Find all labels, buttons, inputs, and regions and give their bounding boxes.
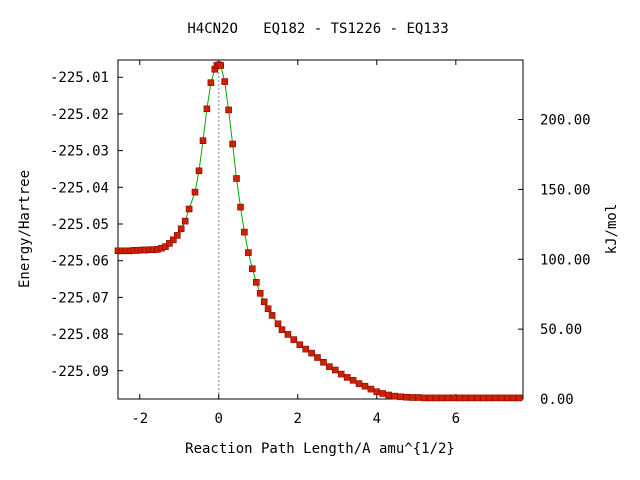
data-point bbox=[195, 167, 203, 175]
y-tick-label: -225.03 bbox=[50, 144, 109, 160]
data-point bbox=[444, 394, 452, 402]
x-axis-label: Reaction Path Length/A amu^{1/2} bbox=[185, 441, 455, 457]
data-point bbox=[355, 380, 363, 387]
data-point bbox=[367, 385, 375, 393]
y-tick-label: -225.06 bbox=[50, 254, 109, 270]
y2-tick-label: 150.00 bbox=[540, 182, 591, 198]
chart-title: H4CN2O EQ182 - TS1226 - EQ133 bbox=[187, 21, 448, 37]
data-point bbox=[302, 345, 310, 353]
data-point bbox=[432, 394, 440, 402]
data-point bbox=[474, 394, 481, 402]
y-tick-label: -225.05 bbox=[50, 217, 109, 233]
data-point bbox=[379, 390, 387, 397]
data-point bbox=[256, 289, 264, 297]
data-point bbox=[486, 394, 493, 402]
y2-axis-label: kJ/mol bbox=[604, 204, 620, 255]
y2-tick-label: 200.00 bbox=[540, 113, 591, 129]
data-point bbox=[199, 137, 207, 144]
y-tick-label: -225.01 bbox=[50, 70, 109, 86]
data-point bbox=[166, 240, 173, 247]
data-point bbox=[233, 175, 240, 182]
data-point bbox=[361, 382, 369, 390]
data-point bbox=[397, 393, 404, 401]
data-point bbox=[185, 205, 193, 213]
data-point bbox=[203, 105, 211, 113]
y-tick-label: -225.04 bbox=[50, 180, 109, 196]
data-point bbox=[253, 278, 260, 286]
data-point bbox=[229, 140, 236, 148]
data-point bbox=[450, 394, 458, 402]
data-point bbox=[174, 232, 181, 239]
data-point bbox=[456, 394, 464, 402]
data-point bbox=[237, 203, 244, 211]
data-point bbox=[480, 394, 487, 402]
data-point bbox=[274, 320, 282, 328]
data-point bbox=[207, 79, 215, 86]
x-tick-label: 4 bbox=[373, 411, 381, 427]
data-point bbox=[320, 358, 327, 366]
data-point bbox=[249, 265, 256, 273]
data-point bbox=[409, 394, 416, 401]
data-point bbox=[264, 305, 272, 313]
data-point bbox=[278, 326, 286, 334]
data-point bbox=[221, 78, 228, 85]
data-point bbox=[343, 374, 351, 381]
data-point bbox=[296, 341, 304, 349]
x-tick-label: 0 bbox=[215, 411, 223, 427]
data-point bbox=[290, 336, 298, 343]
data-point bbox=[373, 388, 381, 396]
y-tick-label: -225.07 bbox=[50, 290, 109, 306]
x-tick-label: -2 bbox=[131, 411, 148, 427]
data-point bbox=[414, 394, 422, 401]
data-point bbox=[177, 225, 185, 233]
y-tick-label: -225.02 bbox=[50, 107, 109, 123]
y2-tick-label: 50.00 bbox=[540, 322, 582, 338]
data-point bbox=[162, 243, 169, 250]
data-point bbox=[426, 394, 434, 402]
data-point bbox=[170, 236, 177, 244]
y-tick-label: -225.08 bbox=[50, 327, 109, 343]
data-point bbox=[337, 370, 345, 378]
x-tick-label: 6 bbox=[452, 411, 460, 427]
data-point bbox=[284, 331, 292, 338]
data-point bbox=[403, 393, 410, 401]
y-tick-label: -225.09 bbox=[50, 364, 109, 380]
plot-area: -2 0 2 4 6 -225.01 -225.02 -225.03 -225.04 -225.0… bbox=[50, 59, 591, 427]
data-point bbox=[326, 363, 333, 371]
data-point bbox=[509, 394, 517, 402]
data-point bbox=[308, 349, 315, 357]
data-point bbox=[491, 394, 499, 402]
data-point bbox=[191, 188, 199, 196]
data-point bbox=[349, 376, 357, 384]
data-point bbox=[503, 394, 511, 402]
data-point bbox=[245, 249, 252, 256]
data-point bbox=[420, 394, 428, 402]
data-point bbox=[515, 394, 523, 402]
plot-frame bbox=[117, 59, 524, 400]
y2-tick-label: 0.00 bbox=[540, 392, 574, 408]
data-point bbox=[462, 394, 470, 402]
data-point bbox=[241, 228, 248, 236]
data-point bbox=[268, 312, 276, 319]
data-point bbox=[497, 394, 505, 402]
data-point bbox=[260, 298, 268, 306]
data-point bbox=[217, 62, 224, 69]
data-point bbox=[468, 394, 475, 402]
data-point bbox=[385, 391, 393, 399]
data-point bbox=[391, 392, 398, 400]
y-axis-label: Energy/Hartree bbox=[17, 170, 33, 288]
data-point bbox=[181, 217, 189, 225]
x-tick-label: 2 bbox=[294, 411, 302, 427]
data-point bbox=[225, 106, 232, 114]
data-point bbox=[314, 354, 321, 361]
data-point bbox=[331, 366, 339, 374]
y2-tick-label: 100.00 bbox=[540, 252, 591, 268]
data-point bbox=[438, 394, 446, 402]
